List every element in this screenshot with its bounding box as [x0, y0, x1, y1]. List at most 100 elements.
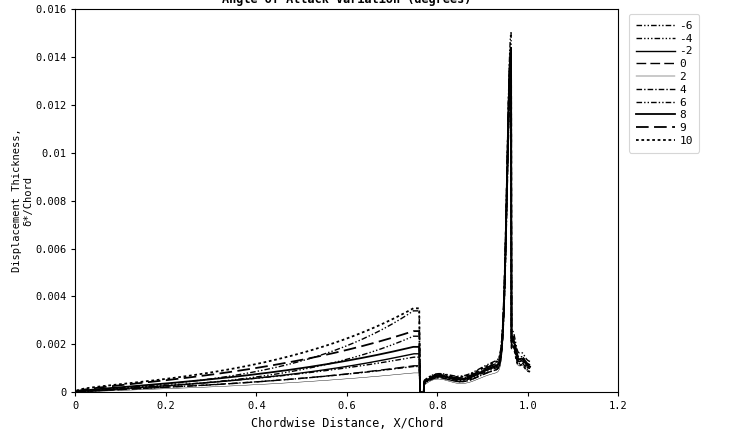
8: [72, 389, 81, 395]
0: [440, 376, 449, 381]
8: [477, 369, 486, 375]
Line: 4: 4: [76, 79, 530, 392]
Legend: -6, -4, -2, 0, 2, 4, 6, 8, 9, 10: -6, -4, -2, 0, 2, 4, 6, 8, 9, 10: [630, 14, 700, 153]
Title: Boundary Layer Displacement
Main: S821F  Flap: NACA 0012  25% of Total Chord
Mai: Boundary Layer Displacement Main: S821F …: [176, 0, 518, 6]
9: [526, 362, 535, 368]
9: [231, 368, 241, 374]
Line: 2: 2: [76, 83, 530, 392]
6: [507, 75, 516, 80]
4: [526, 368, 535, 373]
9: [507, 46, 516, 51]
Y-axis label: Displacement Thickness,
δ*/Chord: Displacement Thickness, δ*/Chord: [12, 129, 34, 272]
10: [507, 44, 516, 49]
-2: [402, 353, 411, 358]
-4: [98, 387, 107, 392]
4: [415, 390, 425, 395]
2: [440, 377, 449, 382]
0: [507, 53, 516, 58]
10: [402, 310, 411, 315]
-2: [477, 370, 486, 375]
6: [98, 387, 107, 392]
2: [382, 373, 391, 378]
-4: [231, 377, 241, 382]
4: [98, 388, 107, 393]
4: [382, 367, 391, 372]
Line: 9: 9: [76, 48, 530, 392]
10: [382, 319, 391, 324]
-6: [477, 365, 486, 370]
-6: [382, 324, 391, 330]
-4: [382, 344, 391, 349]
Line: 0: 0: [76, 55, 530, 392]
8: [402, 346, 411, 351]
2: [477, 375, 486, 380]
2: [402, 371, 411, 376]
0: [98, 388, 107, 393]
10: [526, 369, 535, 374]
-2: [98, 387, 107, 392]
0: [402, 364, 411, 369]
-6: [526, 359, 535, 364]
Line: -2: -2: [76, 52, 530, 392]
0: [231, 381, 241, 386]
Line: -4: -4: [76, 48, 530, 392]
-6: [402, 313, 411, 318]
-6: [415, 390, 425, 395]
-2: [526, 364, 535, 369]
9: [477, 368, 486, 373]
-6: [440, 371, 449, 377]
Line: -6: -6: [76, 33, 530, 392]
6: [402, 356, 411, 361]
2: [415, 390, 425, 395]
-4: [402, 337, 411, 342]
10: [415, 390, 425, 395]
-2: [415, 390, 425, 395]
9: [415, 390, 425, 395]
-6: [231, 372, 241, 378]
6: [382, 359, 391, 364]
10: [440, 372, 449, 377]
4: [231, 381, 241, 386]
-6: [507, 30, 516, 35]
-4: [477, 368, 486, 373]
6: [72, 389, 81, 395]
8: [415, 390, 425, 395]
0: [526, 366, 535, 371]
8: [231, 374, 241, 379]
9: [382, 337, 391, 342]
8: [440, 374, 449, 379]
0: [415, 390, 425, 395]
-4: [526, 362, 535, 368]
10: [477, 366, 486, 371]
9: [98, 385, 107, 390]
2: [72, 390, 81, 395]
2: [98, 388, 107, 394]
10: [98, 384, 107, 389]
-4: [440, 373, 449, 378]
6: [415, 390, 425, 395]
10: [231, 365, 241, 371]
-2: [382, 357, 391, 362]
2: [231, 383, 241, 388]
0: [382, 367, 391, 372]
-2: [231, 378, 241, 383]
0: [72, 389, 81, 395]
4: [477, 373, 486, 378]
4: [402, 365, 411, 370]
-4: [415, 390, 425, 395]
6: [440, 375, 449, 380]
-2: [72, 389, 81, 395]
X-axis label: Chordwise Distance, X/Chord: Chordwise Distance, X/Chord: [250, 417, 443, 430]
9: [72, 389, 81, 394]
Line: 6: 6: [76, 77, 530, 392]
8: [98, 386, 107, 392]
9: [440, 373, 449, 378]
4: [440, 376, 449, 381]
4: [507, 77, 516, 82]
2: [526, 369, 535, 375]
6: [526, 366, 535, 371]
4: [72, 389, 81, 395]
-6: [98, 386, 107, 392]
9: [402, 330, 411, 336]
6: [477, 371, 486, 376]
